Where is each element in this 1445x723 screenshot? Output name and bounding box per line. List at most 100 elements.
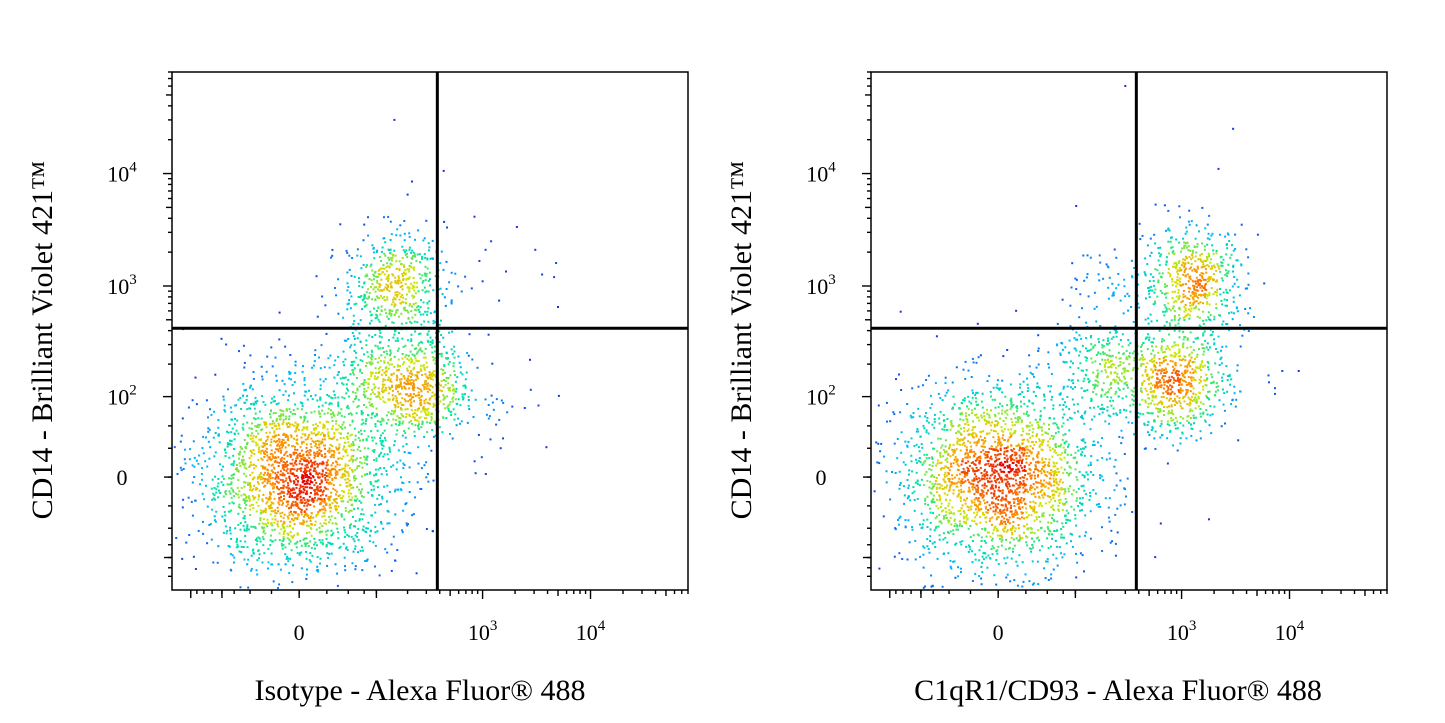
plot-isotype-event xyxy=(300,458,303,460)
plot-cd93-event xyxy=(1178,317,1181,320)
plot-isotype-event xyxy=(334,500,337,503)
plot-isotype-event xyxy=(314,470,317,473)
plot-cd93-event xyxy=(1119,479,1122,482)
plot-isotype-event xyxy=(295,441,298,444)
plot-cd93-event xyxy=(1124,295,1127,298)
plot-isotype-event xyxy=(306,466,309,469)
plot-isotype-event xyxy=(299,522,302,525)
plot-isotype-event xyxy=(417,371,420,374)
plot-isotype-event xyxy=(459,371,462,374)
plot-cd93-event xyxy=(928,457,931,459)
plot-isotype-event xyxy=(381,246,384,249)
plot-isotype-event xyxy=(348,299,351,301)
plot-isotype-event xyxy=(421,256,424,258)
plot-cd93-event xyxy=(1058,546,1061,549)
plot-isotype-event xyxy=(319,388,322,391)
plot-cd93-event xyxy=(1036,560,1039,563)
plot-isotype-event xyxy=(410,378,413,381)
plot-isotype-event xyxy=(419,416,422,419)
plot-cd93-event xyxy=(1232,265,1235,268)
plot-isotype-event xyxy=(333,498,336,501)
plot-cd93-event xyxy=(918,415,921,418)
plot-isotype-event xyxy=(287,560,290,563)
plot-cd93-event xyxy=(1081,396,1084,399)
plot-cd93-event xyxy=(981,555,984,558)
plot-isotype-event xyxy=(365,560,368,562)
plot-isotype-event xyxy=(344,376,347,379)
plot-isotype-event xyxy=(388,311,391,314)
plot-isotype-event xyxy=(390,252,393,255)
plot-isotype-event xyxy=(426,301,429,304)
plot-isotype-event xyxy=(410,360,413,363)
plot-isotype-event xyxy=(220,468,223,471)
plot-isotype-event xyxy=(289,472,292,475)
plot-cd93-event xyxy=(997,406,1000,409)
plot-isotype-event xyxy=(316,556,319,559)
plot-cd93-event xyxy=(1122,387,1125,390)
plot-isotype-event xyxy=(301,463,304,466)
plot-cd93-event xyxy=(1171,246,1174,249)
plot-isotype-event xyxy=(389,239,392,241)
plot-isotype-event xyxy=(442,403,445,406)
plot-isotype-event xyxy=(410,419,413,422)
plot-isotype-event xyxy=(429,278,431,281)
plot-isotype-event xyxy=(413,386,416,389)
plot-cd93-event xyxy=(1075,205,1078,207)
plot-isotype-event xyxy=(381,387,384,390)
plot-cd93-event xyxy=(917,407,920,410)
plot-isotype-event xyxy=(326,428,329,431)
plot-cd93-event xyxy=(1028,580,1031,583)
plot-isotype-event xyxy=(309,552,312,555)
plot-isotype-event xyxy=(336,527,339,530)
plot-isotype-event xyxy=(344,507,347,510)
plot-cd93-event xyxy=(1078,470,1081,473)
plot-cd93-event xyxy=(1056,426,1059,429)
plot-isotype-event xyxy=(383,351,386,353)
plot-isotype-event xyxy=(333,394,336,396)
plot-isotype-event xyxy=(315,528,318,531)
plot-isotype-event xyxy=(391,409,393,412)
plot-cd93-event xyxy=(930,441,933,444)
plot-cd93-event xyxy=(1030,537,1033,540)
plot-isotype-event xyxy=(433,350,436,353)
plot-cd93-event xyxy=(1045,560,1047,563)
plot-isotype-event xyxy=(445,376,448,379)
plot-isotype-event xyxy=(365,362,368,365)
plot-isotype-event xyxy=(224,514,227,517)
plot-isotype-event xyxy=(269,473,272,476)
plot-isotype-event xyxy=(410,333,413,336)
plot-cd93-event xyxy=(908,469,911,472)
plot-isotype-event xyxy=(349,346,352,349)
plot-cd93-event xyxy=(1115,335,1118,338)
plot-isotype-event xyxy=(423,410,426,413)
plot-isotype-event xyxy=(416,481,419,484)
plot-isotype-event xyxy=(249,514,252,516)
plot-cd93-event xyxy=(1120,429,1123,432)
plot-isotype-event xyxy=(418,394,420,397)
plot-isotype-event xyxy=(403,386,406,389)
plot-cd93-event xyxy=(1233,385,1236,388)
plot-isotype-event xyxy=(290,378,293,381)
plot-cd93-event xyxy=(1063,553,1066,556)
plot-isotype-event xyxy=(410,409,413,412)
plot-isotype-event xyxy=(388,490,391,493)
plot-isotype-event xyxy=(314,496,316,499)
plot-isotype-event xyxy=(355,377,358,379)
plot-isotype-event xyxy=(424,291,427,294)
plot-cd93-event xyxy=(1199,415,1202,418)
plot-isotype-event xyxy=(284,446,287,449)
plot-cd93-event xyxy=(952,560,955,563)
plot-isotype-event xyxy=(273,440,276,443)
plot-cd93-event xyxy=(954,543,957,546)
plot-isotype-event xyxy=(384,324,387,327)
plot-isotype-event xyxy=(295,469,298,472)
plot-cd93-event xyxy=(1072,362,1074,365)
plot-isotype-x-ticks xyxy=(190,590,689,599)
plot-isotype-event xyxy=(417,427,420,430)
plot-isotype-event xyxy=(343,473,346,476)
plot-cd93-event xyxy=(1129,404,1132,407)
plot-isotype-event xyxy=(365,406,368,409)
plot-isotype-event xyxy=(270,534,272,537)
plot-isotype-event xyxy=(269,452,272,455)
plot-cd93-event xyxy=(1065,542,1068,545)
